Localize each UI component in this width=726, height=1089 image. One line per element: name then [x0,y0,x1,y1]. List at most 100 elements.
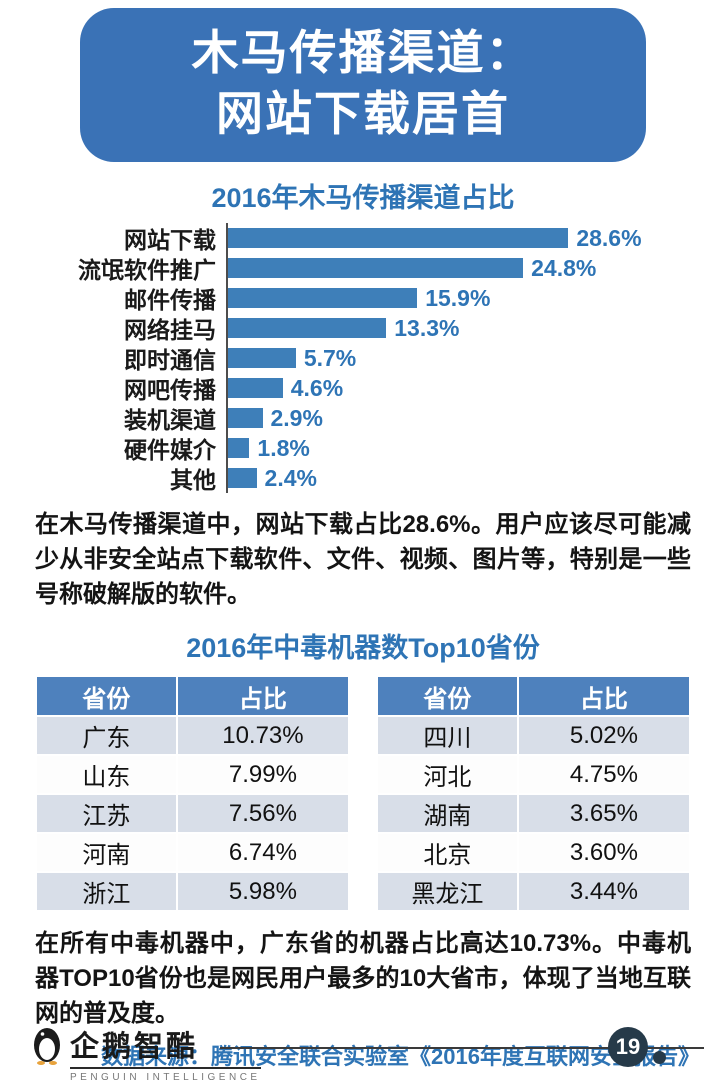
percent-cell: 5.02% [516,715,692,757]
table-header-cell: 占比 [516,675,692,718]
chart-bar-track: 2.9% [226,403,688,434]
province-cell: 江苏 [35,793,178,835]
chart-value-label: 13.3% [394,314,460,341]
chart-row: 即时通信 5.7% [38,343,688,374]
province-cell: 北京 [376,832,519,874]
footer-divider [220,1047,704,1049]
title-banner: 木马传播渠道： 网站下载居首 [80,8,646,163]
chart-row: 硬件媒介 1.8% [38,433,688,464]
chart-value-label: 15.9% [425,284,491,311]
province-cell: 浙江 [35,871,178,913]
page-number-badge: 19 [608,1027,648,1067]
chart-bar [228,348,296,369]
chart-category-label: 网站下载 [124,227,216,254]
province-tables: 省份 占比 广东 10.73% 山东 7.99% 江苏 7.56% 河南 6.74% 浙江 5.98%… [35,675,692,913]
chart-category-label: 装机渠道 [124,407,216,434]
table-row: 江苏 7.56% [35,793,351,835]
bar-chart: 网站下载 28.6% 流氓软件推广 24.8% 邮件传播 15.9% 网络挂马 13.3% 即时… [38,223,688,494]
paragraph-trojan-channels: 在木马传播渠道中，网站下载占比28.6%。用户应该尽可能减少从非安全站点下载软件… [35,511,691,609]
chart-category-label: 流氓软件推广 [78,257,216,284]
chart-bar-track: 15.9% [226,283,688,314]
chart-bar-track: 13.3% [226,313,688,344]
logo-text-block: 企鹅智酷 PENGUIN INTELLIGENCE [70,1023,261,1083]
chart-value-label: 28.6% [576,224,642,251]
percent-cell: 6.74% [175,832,351,874]
chart-row: 网站下载 28.6% [38,223,688,254]
chart-value-label: 24.8% [531,254,597,281]
chart-bar [228,288,418,309]
table-row: 黑龙江 3.44% [376,871,692,913]
table-row: 湖南 3.65% [376,793,692,835]
table-row: 山东 7.99% [35,754,351,796]
province-cell: 黑龙江 [376,871,519,913]
chart-bar [228,258,524,279]
chart-bar [228,228,569,249]
chart-bar-track: 2.4% [226,463,688,494]
province-table-right: 省份 占比 四川 5.02% 河北 4.75% 湖南 3.65% 北京 3.60% 黑龙江 3.44% [376,675,692,913]
chart-category-label: 即时通信 [124,347,216,374]
bar-chart-title: 2016年木马传播渠道占比 [211,183,515,214]
chart-bar-track: 24.8% [226,253,688,284]
percent-cell: 3.44% [516,871,692,913]
chart-bar [228,318,387,339]
page-footer: 企鹅智酷 PENGUIN INTELLIGENCE 19 [30,1021,704,1083]
percent-cell: 3.60% [516,832,692,874]
province-cell: 湖南 [376,793,519,835]
table-header-cell: 省份 [376,675,519,718]
table-header-cell: 省份 [35,675,178,718]
percent-cell: 7.56% [175,793,351,835]
chart-bar [228,378,283,399]
chart-bar [228,438,250,459]
chart-row: 邮件传播 15.9% [38,283,688,314]
logo-subtext: PENGUIN INTELLIGENCE [70,1072,261,1083]
chart-category-label: 硬件媒介 [124,437,216,464]
penguin-logo-icon [34,1028,60,1065]
chart-bar [228,408,263,429]
chart-value-label: 1.8% [257,434,310,461]
paragraph-provinces: 在所有中毒机器中，广东省的机器占比高达10.73%。中毒机器TOP10省份也是网… [35,930,691,1028]
chart-category-label: 网吧传播 [124,377,216,404]
chart-bar-track: 5.7% [226,343,688,374]
chart-value-label: 2.4% [264,464,317,491]
percent-cell: 7.99% [175,754,351,796]
page-number-dot [653,1051,666,1064]
chart-value-label: 5.7% [303,344,357,371]
province-cell: 山东 [35,754,178,796]
chart-row: 流氓软件推广 24.8% [38,253,688,284]
chart-row: 装机渠道 2.9% [38,403,688,434]
chart-row: 网吧传播 4.6% [38,373,688,404]
table-header-row: 省份 占比 [35,675,351,718]
province-cell: 广东 [35,715,178,757]
chart-bar-track: 4.6% [226,373,688,404]
page-title-line1: 木马传播渠道： [191,26,535,79]
chart-row: 网络挂马 13.3% [38,313,688,344]
table-row: 河北 4.75% [376,754,692,796]
province-cell: 河北 [376,754,519,796]
table-row: 河南 6.74% [35,832,351,874]
province-cell: 河南 [35,832,178,874]
percent-cell: 10.73% [175,715,351,757]
table-title: 2016年中毒机器数Top10省份 [186,633,540,664]
chart-category-label: 其他 [170,467,216,494]
page-title-line2: 网站下载居首 [216,87,510,141]
chart-category-label: 邮件传播 [124,287,216,314]
logo-text: 企鹅智酷 [70,1023,261,1069]
table-row: 四川 5.02% [376,715,692,757]
table-row: 广东 10.73% [35,715,351,757]
table-row: 北京 3.60% [376,832,692,874]
chart-bar-track: 28.6% [226,223,688,254]
chart-category-label: 网络挂马 [124,317,216,344]
chart-bar [228,468,257,489]
chart-bar-track: 1.8% [226,433,688,464]
table-header-row: 省份 占比 [376,675,692,718]
table-row: 浙江 5.98% [35,871,351,913]
chart-row: 其他 2.4% [38,463,688,494]
percent-cell: 4.75% [516,754,692,796]
province-cell: 四川 [376,715,519,757]
percent-cell: 3.65% [516,793,692,835]
table-header-cell: 占比 [175,675,351,718]
province-table-left: 省份 占比 广东 10.73% 山东 7.99% 江苏 7.56% 河南 6.74% 浙江 5.98% [35,675,351,913]
chart-value-label: 4.6% [290,374,344,401]
chart-value-label: 2.9% [270,404,323,431]
